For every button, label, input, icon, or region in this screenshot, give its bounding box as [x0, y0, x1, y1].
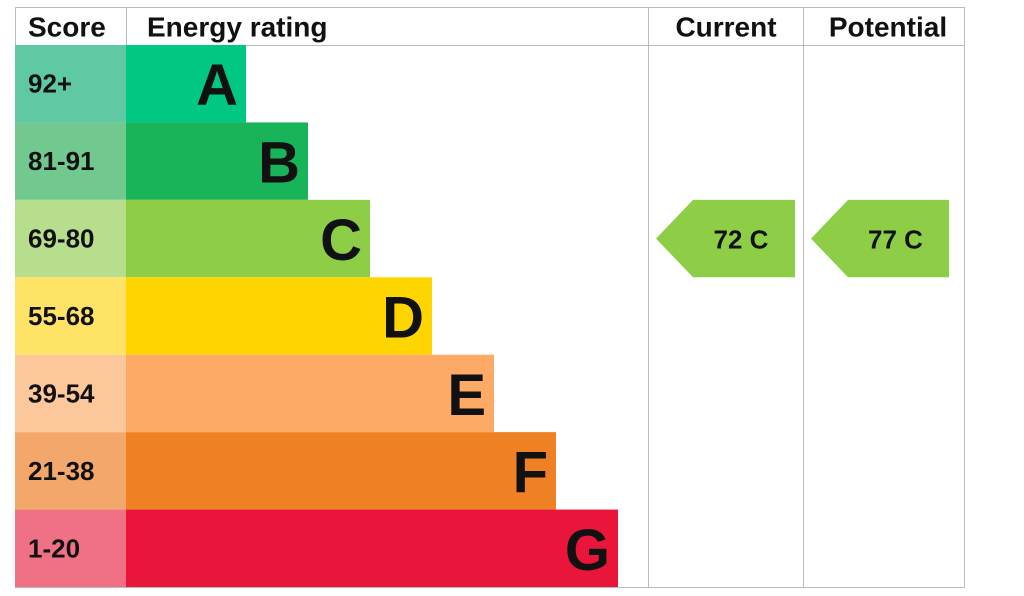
- potential-rating: 77 C: [868, 225, 923, 255]
- band-letter: E: [447, 363, 486, 428]
- score-cell: [15, 45, 126, 123]
- rating-bar: [126, 122, 308, 200]
- rating-bar: [126, 354, 494, 433]
- band-letter: F: [513, 440, 548, 505]
- band-letter: A: [196, 53, 238, 118]
- current-rating: 72 C: [714, 225, 769, 255]
- score-cell: [15, 432, 126, 510]
- header-potential: Potential: [829, 12, 947, 43]
- rating-bar: [126, 277, 432, 355]
- score-cell: [15, 277, 126, 355]
- score-cell: [15, 122, 126, 200]
- score-cell: [15, 354, 126, 433]
- score-label: 92+: [28, 69, 72, 99]
- header-current: Current: [675, 12, 776, 43]
- score-cell: [15, 509, 126, 587]
- score-label: 69-80: [28, 224, 95, 254]
- rating-bar: [126, 199, 370, 278]
- potential-arrow: [811, 199, 949, 278]
- header-energy-rating: Energy rating: [147, 12, 327, 43]
- rating-bar: [126, 45, 246, 123]
- current-arrow: [656, 199, 795, 278]
- band-letter: B: [258, 131, 300, 196]
- score-label: 1-20: [28, 533, 80, 563]
- score-label: 39-54: [28, 378, 95, 408]
- score-label: 81-91: [28, 146, 95, 176]
- band-letter: C: [320, 208, 362, 273]
- score-label: 55-68: [28, 301, 95, 331]
- score-label: 21-38: [28, 456, 95, 486]
- rating-bar: [126, 432, 556, 510]
- rating-bar: [126, 509, 618, 587]
- header-score: Score: [28, 12, 106, 43]
- band-letter: D: [382, 286, 424, 351]
- score-cell: [15, 199, 126, 278]
- band-letter: G: [565, 518, 610, 583]
